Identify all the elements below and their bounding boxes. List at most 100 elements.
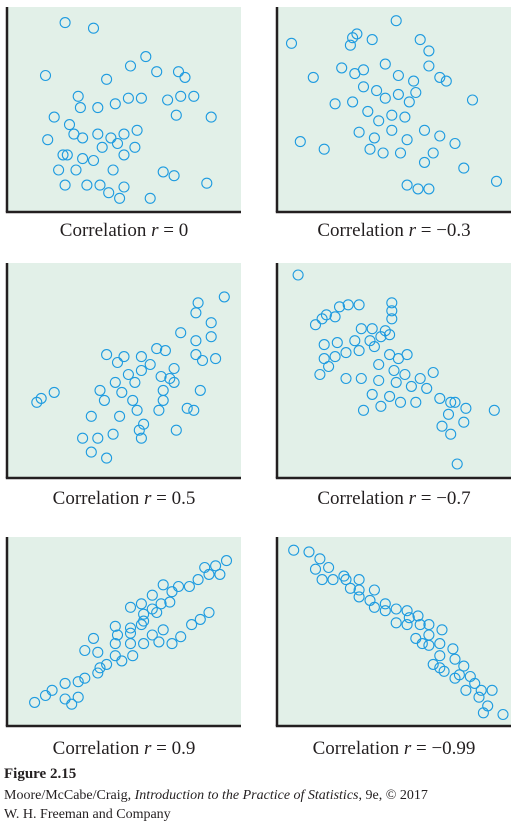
data-point-37 [81,179,93,191]
data-point-34 [427,366,439,379]
data-point-10 [146,589,158,601]
data-point-10 [344,582,356,594]
data-point-6 [205,331,217,343]
data-point-4 [203,568,215,580]
data-point-3 [101,73,113,85]
data-point-4 [175,327,187,339]
data-point-30 [96,141,108,153]
data-point-11 [353,584,365,596]
data-point-50 [72,691,84,703]
data-point-42 [135,432,147,444]
data-point-10 [386,313,398,325]
data-point-41 [366,388,378,400]
data-point-29 [447,643,459,655]
data-point-18 [188,90,200,102]
data-point-3 [309,563,322,575]
data-point-47 [434,662,446,674]
data-point-24 [111,629,124,641]
data-point-44 [379,605,391,617]
data-point-42 [394,147,407,159]
data-point-15 [144,358,156,371]
data-point-0 [288,544,300,556]
data-point-4 [140,51,152,63]
data-point-18 [168,362,180,375]
data-point-38 [405,380,417,392]
data-point-23 [92,128,104,140]
data-point-11 [135,598,147,610]
data-point-36 [373,374,385,387]
figure-credit: Moore/McCabe/Craig, Introduction to the … [4,786,519,824]
data-point-5 [329,311,341,323]
data-point-19 [347,96,359,108]
data-point-38 [475,684,487,696]
data-point-30 [449,653,461,665]
credit-authors: Moore/McCabe/Craig, [4,788,135,803]
data-point-51 [445,396,457,408]
data-point-3 [353,299,365,311]
data-point-16 [379,598,391,610]
data-point-19 [384,329,396,341]
data-point-17 [175,90,187,102]
scatter-plot-r-neg-0-3 [275,7,511,214]
data-point-49 [29,696,41,708]
data-point-25 [116,386,128,398]
data-point-16 [138,608,150,620]
caption-r-0-5: Correlation r = 0.5 [52,488,196,509]
data-point-7 [151,343,163,355]
data-point-13 [353,591,365,603]
data-point-30 [399,111,411,123]
data-point-18 [401,605,413,617]
data-point-40 [473,691,485,703]
data-point-36 [79,644,91,657]
data-point-22 [109,376,121,388]
data-point-49 [98,394,110,406]
data-point-30 [48,386,60,398]
data-point-6 [414,34,426,46]
scatter-plot-r-0-5 [5,263,241,480]
data-point-0 [218,291,230,303]
data-point-0 [220,555,233,567]
data-point-24 [436,624,448,636]
data-point-8 [340,574,352,586]
scatter-panel-r-0: Correlation r = 0 [4,6,244,256]
data-point-55 [458,416,470,428]
data-point-45 [101,452,113,464]
data-point-14 [135,351,147,363]
data-point-36 [59,179,71,191]
data-point-11 [357,64,370,76]
data-point-18 [329,98,341,110]
data-point-49 [118,181,130,193]
data-point-26 [138,615,150,627]
data-point-13 [118,351,130,363]
data-point-27 [423,639,435,651]
data-point-18 [157,624,169,636]
data-point-34 [458,660,470,672]
data-point-25 [124,627,137,639]
data-point-38 [146,603,158,615]
data-point-25 [118,128,130,140]
data-point-33 [70,164,82,176]
data-point-16 [349,335,361,347]
data-point-14 [122,92,134,104]
data-point-21 [155,370,167,383]
data-point-33 [181,402,193,414]
data-point-1 [303,546,315,558]
data-point-49 [375,400,387,412]
data-point-32 [427,658,439,670]
data-point-6 [309,319,322,331]
data-point-31 [111,137,124,150]
data-point-27 [362,105,374,117]
data-point-12 [92,102,104,114]
scatter-panel-r-neg-0-7: Correlation r = −0.7 [274,262,514,522]
data-point-12 [366,323,378,335]
scatter-plot-r-neg-0-7 [275,263,511,480]
data-point-45 [490,175,503,187]
data-point-34 [87,154,100,167]
data-point-49 [469,677,481,689]
data-point-49 [427,147,439,159]
data-point-21 [329,351,341,363]
data-point-15 [423,60,435,72]
scatter-plot-r-0-9 [5,537,241,728]
data-point-14 [318,339,330,351]
data-point-7 [327,574,339,586]
